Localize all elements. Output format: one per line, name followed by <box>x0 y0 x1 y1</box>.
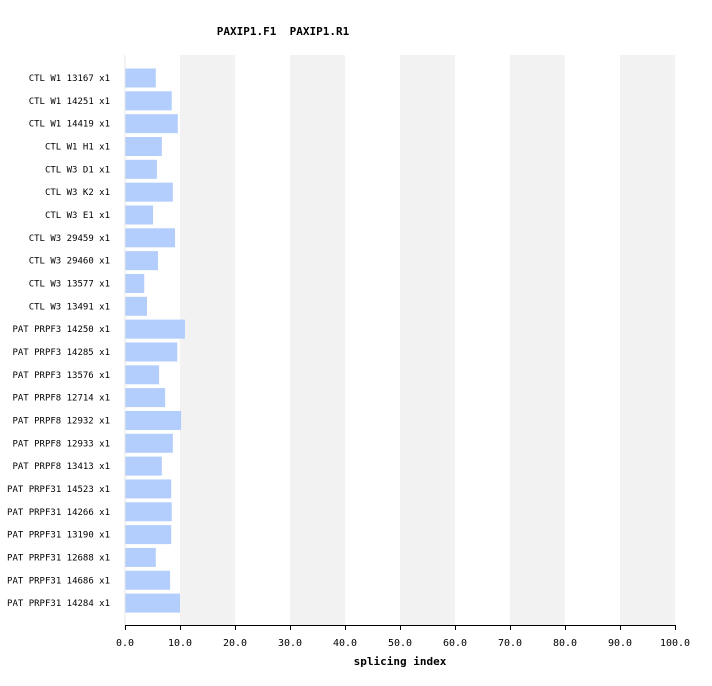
x-tick-label: 50.0 <box>388 638 412 649</box>
x-tick-label: 90.0 <box>608 638 632 649</box>
x-tick-label: 70.0 <box>498 638 522 649</box>
bar <box>125 251 158 271</box>
bar <box>125 525 172 545</box>
category-label: PAT PRPF31 12688 x1 <box>7 553 110 563</box>
category-label: CTL W3 E1 x1 <box>45 211 110 221</box>
bar <box>125 182 173 202</box>
x-axis-label: splicing index <box>354 655 447 668</box>
category-label: CTL W3 D1 x1 <box>45 165 110 175</box>
bar <box>125 593 180 613</box>
x-tick-label: 10.0 <box>168 638 192 649</box>
bar <box>125 479 172 499</box>
bar <box>125 502 172 522</box>
category-label: CTL W1 H1 x1 <box>45 142 110 152</box>
chart-title: PAXIP1.F1 PAXIP1.R1 <box>217 25 350 38</box>
category-label: CTL W3 13491 x1 <box>29 302 110 312</box>
bar <box>125 114 178 134</box>
category-label: PAT PRPF3 14250 x1 <box>12 325 110 335</box>
x-tick-label: 0.0 <box>116 638 134 649</box>
category-label: PAT PRPF8 12933 x1 <box>12 439 110 449</box>
category-label: CTL W1 13167 x1 <box>29 74 110 84</box>
x-tick-label: 80.0 <box>553 638 577 649</box>
x-tick-label: 40.0 <box>333 638 357 649</box>
grid-band <box>290 55 345 625</box>
grid-band <box>510 55 565 625</box>
bar <box>125 296 147 316</box>
bar <box>125 570 171 590</box>
bar <box>125 273 145 293</box>
category-label: PAT PRPF3 14285 x1 <box>12 348 110 358</box>
category-label: PAT PRPF31 14523 x1 <box>7 485 110 495</box>
bar <box>125 91 172 111</box>
category-label: CTL W3 K2 x1 <box>45 188 110 198</box>
category-label: PAT PRPF31 13190 x1 <box>7 531 110 541</box>
category-label: PAT PRPF31 14686 x1 <box>7 576 110 586</box>
grid-band <box>400 55 455 625</box>
category-label: CTL W1 14251 x1 <box>29 97 110 107</box>
category-label: PAT PRPF31 14266 x1 <box>7 508 110 518</box>
bar <box>125 159 157 179</box>
grid-band <box>620 55 675 625</box>
bar <box>125 228 176 248</box>
bar <box>125 136 162 156</box>
category-label: PAT PRPF3 13576 x1 <box>12 371 110 381</box>
bar <box>125 410 182 430</box>
bar <box>125 456 162 476</box>
bar <box>125 68 156 88</box>
bar <box>125 365 160 385</box>
x-tick-label: 30.0 <box>278 638 302 649</box>
grid-band <box>180 55 235 625</box>
bar <box>125 319 185 339</box>
category-label: CTL W3 13577 x1 <box>29 279 110 289</box>
category-label: CTL W1 14419 x1 <box>29 120 110 130</box>
category-label: CTL W3 29460 x1 <box>29 257 110 267</box>
x-tick-label: 20.0 <box>223 638 247 649</box>
bar <box>125 205 154 225</box>
category-label: PAT PRPF8 12714 x1 <box>12 394 110 404</box>
category-label: PAT PRPF31 14284 x1 <box>7 599 110 609</box>
category-label: CTL W3 29459 x1 <box>29 234 110 244</box>
bar <box>125 342 178 362</box>
bar <box>125 388 166 408</box>
category-label: PAT PRPF8 13413 x1 <box>12 462 110 472</box>
x-tick-label: 100.0 <box>660 638 690 649</box>
bar <box>125 433 173 453</box>
bar <box>125 547 156 567</box>
x-tick-label: 60.0 <box>443 638 467 649</box>
category-label: PAT PRPF8 12932 x1 <box>12 416 110 426</box>
